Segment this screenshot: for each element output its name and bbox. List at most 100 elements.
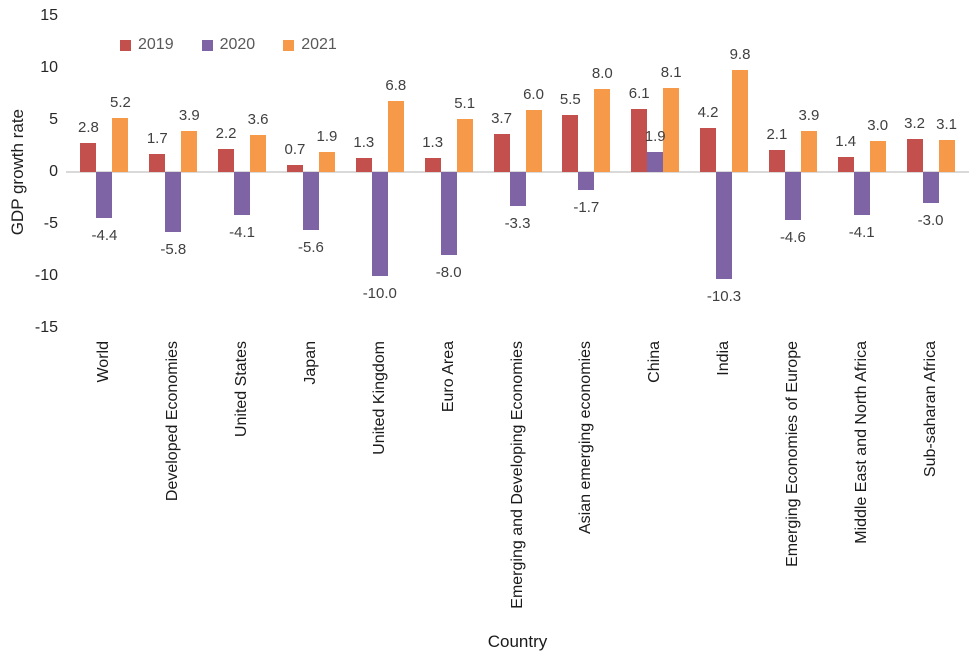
- bar-label-2020-world: -4.4: [91, 226, 118, 244]
- bar-2020-emerging-economies-of-europe: [784, 172, 801, 220]
- bar-label-2020-united-states: -4.1: [229, 223, 256, 241]
- bar-2019-united-kingdom: [355, 158, 372, 172]
- bar-2020-japan: [302, 172, 319, 231]
- legend-item-2020: 2020: [201, 36, 256, 54]
- category-label-india: India: [715, 341, 733, 376]
- bar-label-2021-japan: 1.9: [316, 128, 338, 146]
- bar-label-2019-euro-area: 1.3: [422, 134, 444, 152]
- bar-label-2019-india: 4.2: [697, 104, 719, 122]
- category-label-middle-east-and-north-africa: Middle East and North Africa: [852, 341, 870, 544]
- legend-swatch-2019: [120, 39, 131, 51]
- bar-label-2019-asian-emerging-economies: 5.5: [559, 90, 581, 108]
- legend-swatch-2021: [283, 39, 295, 51]
- bar-label-2021-united-states: 3.6: [247, 110, 269, 128]
- bar-label-2020-emerging-and-developing-economies: -3.3: [504, 215, 531, 233]
- category-label-sub-saharan-africa: Sub-saharan Africa: [921, 341, 939, 478]
- bar-2020-developed-economies: [165, 172, 182, 233]
- bar-2019-united-states: [218, 149, 235, 172]
- bar-2019-middle-east-and-north-africa: [837, 157, 854, 172]
- bar-2019-asian-emerging-economies: [562, 114, 579, 172]
- bar-2020-united-states: [234, 172, 251, 215]
- bar-2020-united-kingdom: [371, 172, 388, 276]
- bar-2019-emerging-economies-of-europe: [768, 150, 785, 172]
- bar-label-2020-sub-saharan-africa: -3.0: [917, 212, 944, 230]
- category-label-united-kingdom: United Kingdom: [370, 341, 388, 455]
- category-label-emerging-economies-of-europe: Emerging Economies of Europe: [783, 341, 801, 567]
- bar-label-2019-developed-economies: 1.7: [146, 130, 168, 148]
- bar-label-2021-sub-saharan-africa: 3.1: [936, 115, 957, 133]
- bar-2019-india: [700, 128, 717, 172]
- y-axis-tick--10: -10: [34, 267, 58, 284]
- bar-2021-united-kingdom: [387, 101, 404, 172]
- category-label-developed-economies: Developed Economies: [164, 341, 182, 502]
- bar-2021-india: [732, 70, 749, 172]
- category-label-euro-area: Euro Area: [439, 341, 457, 413]
- bar-label-2021-developed-economies: 3.9: [178, 107, 200, 125]
- legend: 2019 2020 2021: [120, 36, 337, 54]
- bar-2020-emerging-and-developing-economies: [509, 172, 526, 207]
- y-axis-tick-0: 0: [49, 163, 58, 180]
- bar-label-2021-euro-area: 5.1: [454, 94, 476, 112]
- bar-2021-japan: [318, 152, 335, 172]
- bar-2020-world: [96, 172, 113, 218]
- bar-label-2019-sub-saharan-africa: 3.2: [904, 114, 925, 132]
- bar-label-2020-united-kingdom: -10.0: [362, 285, 397, 302]
- y-axis-tick-5: 5: [49, 111, 58, 128]
- category-axis-labels: World Developed Economies United States Jap…: [0, 341, 974, 641]
- bar-label-2021-asian-emerging-economies: 8.0: [591, 64, 613, 82]
- bar-2019-developed-economies: [149, 154, 166, 172]
- legend-item-2021: 2021: [283, 36, 337, 54]
- bar-label-2021-world: 5.2: [109, 93, 131, 111]
- category-label-japan: Japan: [301, 341, 319, 385]
- bar-2021-developed-economies: [181, 131, 198, 172]
- bar-2021-world: [112, 117, 129, 172]
- bar-label-2019-united-states: 2.2: [215, 125, 237, 143]
- bar-2020-sub-saharan-africa: [922, 172, 939, 204]
- y-axis-tick-10: 10: [40, 59, 58, 76]
- bar-2020-middle-east-and-north-africa: [853, 172, 870, 215]
- bar-2021-united-states: [250, 134, 267, 172]
- bar-label-2019-united-kingdom: 1.3: [353, 134, 375, 152]
- plot-area: 2.8 -4.4 5.2 1.7 -5.8 3.9 2.2 -4.1 3.6 0.7 -5.6 1.9…: [66, 16, 969, 328]
- category-label-asian-emerging-economies: Asian emerging economies: [577, 341, 595, 534]
- bar-label-2020-emerging-economies-of-europe: -4.6: [779, 228, 806, 246]
- legend-label-2019: 2019: [138, 36, 174, 53]
- bar-2021-china: [663, 87, 680, 172]
- bar-label-2020-japan: -5.6: [298, 239, 324, 257]
- bar-label-2019-emerging-and-developing-economies: 3.7: [491, 109, 512, 127]
- bar-2021-emerging-and-developing-economies: [525, 109, 542, 172]
- bar-2020-india: [716, 172, 733, 280]
- bar-2021-emerging-economies-of-europe: [800, 131, 817, 172]
- bar-label-2021-emerging-and-developing-economies: 6.0: [523, 85, 544, 103]
- bar-2019-japan: [286, 164, 303, 172]
- bar-2019-world: [80, 142, 97, 172]
- bar-label-2019-japan: 0.7: [284, 140, 306, 158]
- bar-label-2019-world: 2.8: [78, 118, 99, 136]
- bar-2021-euro-area: [456, 118, 473, 172]
- bar-label-2019-emerging-economies-of-europe: 2.1: [766, 126, 788, 144]
- bar-2019-euro-area: [424, 158, 441, 172]
- bar-2021-sub-saharan-africa: [938, 139, 955, 172]
- y-axis-tick--15: -15: [34, 319, 58, 336]
- bar-2019-emerging-and-developing-economies: [493, 133, 510, 172]
- bar-label-2021-india: 9.8: [729, 46, 751, 64]
- bar-label-2021-emerging-economies-of-europe: 3.9: [798, 107, 820, 125]
- bar-label-2019-middle-east-and-north-africa: 1.4: [835, 133, 857, 151]
- bar-2021-middle-east-and-north-africa: [869, 140, 886, 172]
- legend-swatch-2020: [201, 39, 213, 51]
- bar-label-2021-united-kingdom: 6.8: [385, 77, 407, 95]
- legend-label-2020: 2020: [219, 36, 256, 53]
- category-label-world: World: [95, 341, 113, 383]
- category-label-united-states: United States: [233, 341, 251, 438]
- bar-label-2020-india: -10.3: [706, 288, 742, 306]
- bar-2021-asian-emerging-economies: [594, 88, 611, 172]
- category-label-emerging-and-developing-economies: Emerging and Developing Economies: [508, 341, 526, 609]
- bar-2020-euro-area: [440, 172, 457, 256]
- bar-2020-asian-emerging-economies: [578, 172, 595, 190]
- bar-label-2020-asian-emerging-economies: -1.7: [573, 198, 600, 216]
- bar-label-2020-china: 1.9: [644, 128, 666, 146]
- bar-label-2021-middle-east-and-north-africa: 3.0: [867, 116, 889, 134]
- bar-label-2020-developed-economies: -5.8: [160, 241, 187, 259]
- x-axis-title: Country: [487, 632, 548, 651]
